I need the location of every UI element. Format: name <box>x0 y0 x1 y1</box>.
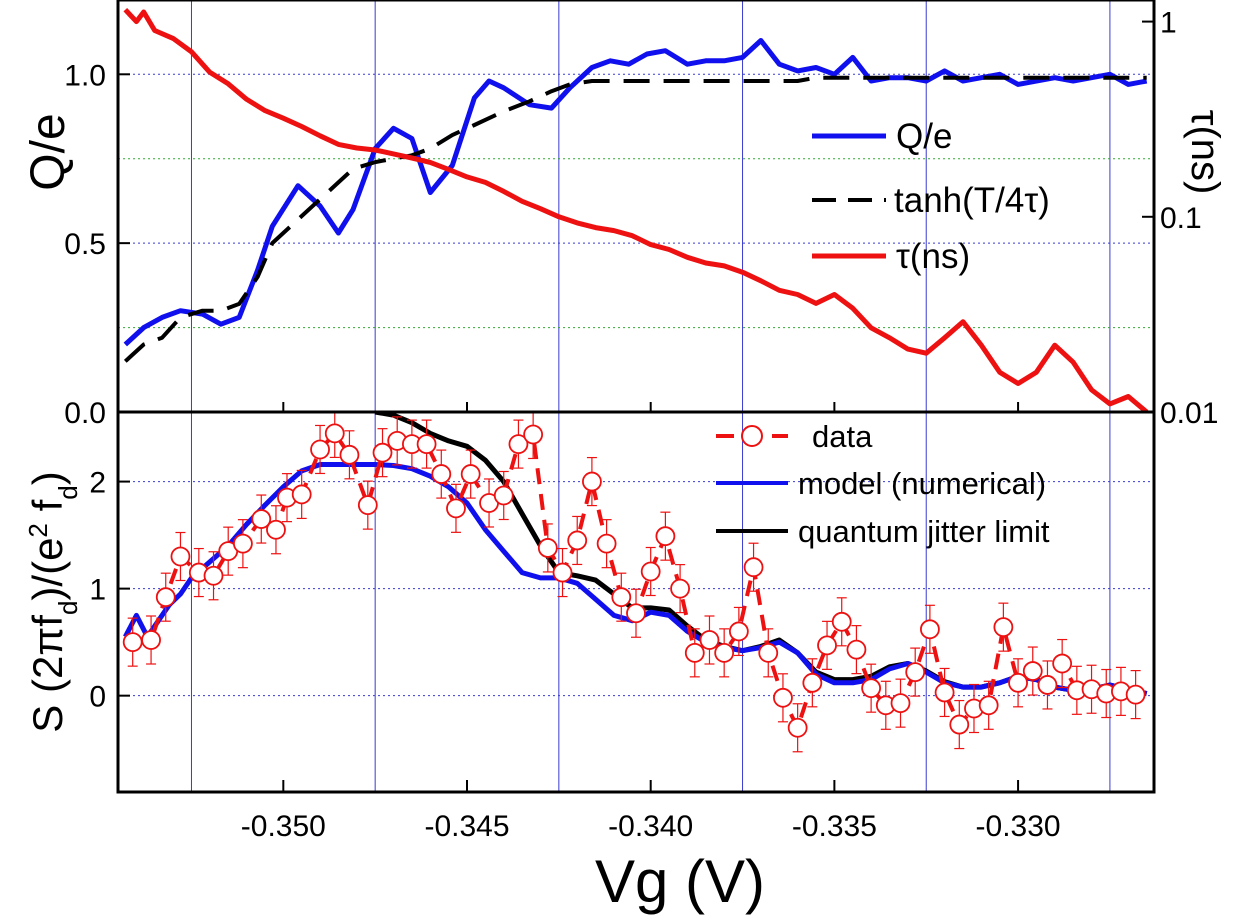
bottom-series <box>122 412 1148 753</box>
data-point <box>537 538 558 558</box>
top-y2-tick-label: 0.1 <box>1160 202 1202 235</box>
legend-label-data: data <box>812 419 873 454</box>
data-point <box>460 464 481 484</box>
x-tick-label: -0.340 <box>608 810 693 843</box>
data-point <box>431 464 452 484</box>
top-y2-tick-label: 1 <box>1160 7 1177 40</box>
legend-label-q: Q/e <box>896 117 952 156</box>
data-point <box>728 621 749 642</box>
data-point <box>567 530 588 551</box>
bottom-legend: data model (numerical) quantum jitter li… <box>716 419 1050 549</box>
data-point <box>773 687 793 708</box>
data-point <box>508 434 529 455</box>
data-point <box>831 611 852 632</box>
top-y-tick-label: 0.5 <box>64 228 106 261</box>
data-point <box>861 678 882 699</box>
data-point <box>1125 684 1146 705</box>
bottom-y-tick-label: 1 <box>89 574 106 607</box>
top-y-tick-label: 0.0 <box>64 397 106 430</box>
data-point <box>170 546 191 567</box>
data-point <box>817 635 837 656</box>
series-ns-line <box>123 7 1149 412</box>
data-point <box>684 642 705 663</box>
top-y2-tick-label: 0.01 <box>1160 397 1218 430</box>
data-point <box>266 519 286 540</box>
x-tick-label: -0.345 <box>424 810 509 843</box>
series-tanht-line <box>123 75 1147 363</box>
data-point <box>670 578 690 599</box>
data-point <box>416 434 437 455</box>
data-point <box>802 672 823 693</box>
x-tick-label: -0.335 <box>792 810 877 843</box>
x-tick-label: -0.330 <box>976 810 1061 843</box>
legend-label-model: model (numerical) <box>798 466 1046 501</box>
data-point <box>493 485 514 506</box>
top-legend: Q/e tanh(T/4τ) τ(ns) <box>812 117 1050 276</box>
axis-ticks: -0.350 -0.345 -0.340 -0.335 -0.330 0.0 0.5 1.0 0… <box>64 7 1218 843</box>
data-point <box>324 423 345 444</box>
bottom-grid <box>118 412 1154 792</box>
data-point <box>552 562 573 583</box>
data-point <box>1037 675 1058 695</box>
top-y-tick-label: 1.0 <box>64 59 106 92</box>
data-point <box>122 632 143 653</box>
data-point <box>934 682 955 703</box>
data-point <box>787 717 808 738</box>
data-point <box>758 642 779 663</box>
data-point <box>372 442 393 463</box>
data-point <box>523 424 544 445</box>
bottom-panel-frame <box>116 410 1156 794</box>
legend-label-tanh: tanh(T/4τ) <box>894 181 1050 220</box>
x-tick-label: -0.350 <box>241 810 326 843</box>
data-point <box>203 565 224 586</box>
data-point <box>1052 653 1073 674</box>
legend-label-tau: τ(ns) <box>896 237 970 276</box>
data-point <box>626 603 646 624</box>
data-point <box>291 484 312 505</box>
data-point <box>905 662 926 683</box>
data-point <box>310 439 330 460</box>
top-series <box>123 7 1149 412</box>
data-point <box>993 617 1014 638</box>
data-point <box>655 526 676 547</box>
bottom-x-axis-title: Vg (V) <box>595 848 765 915</box>
series-qe-line <box>123 38 1148 347</box>
data-point <box>920 619 940 640</box>
top-grid <box>118 0 1154 412</box>
data-point <box>339 444 360 465</box>
data-point <box>446 498 466 519</box>
data-point <box>596 533 617 554</box>
data-point <box>1022 661 1043 681</box>
data-point <box>141 630 161 650</box>
data-point <box>949 714 970 735</box>
data-point <box>357 495 378 516</box>
data-point <box>640 561 661 582</box>
top-y-axis-title: Q/e <box>22 113 75 190</box>
data-point <box>251 509 272 529</box>
data-point <box>155 587 176 608</box>
data-point <box>714 642 735 663</box>
data-point <box>611 587 632 608</box>
data-point <box>1008 672 1028 693</box>
bottom-y-tick-label: 0 <box>89 681 106 714</box>
legend-marker-data <box>741 425 763 447</box>
legend-label-jitter: quantum jitter limit <box>798 514 1050 549</box>
data-point <box>978 695 999 716</box>
data-point <box>743 557 764 578</box>
data-point <box>582 471 602 492</box>
bottom-y-tick-label: 2 <box>89 467 106 500</box>
data-point <box>890 693 911 714</box>
data-point <box>233 533 253 554</box>
data-point <box>846 639 867 660</box>
data-point <box>699 630 720 650</box>
top-y2-axis-title: τ(ns) <box>1183 110 1227 195</box>
